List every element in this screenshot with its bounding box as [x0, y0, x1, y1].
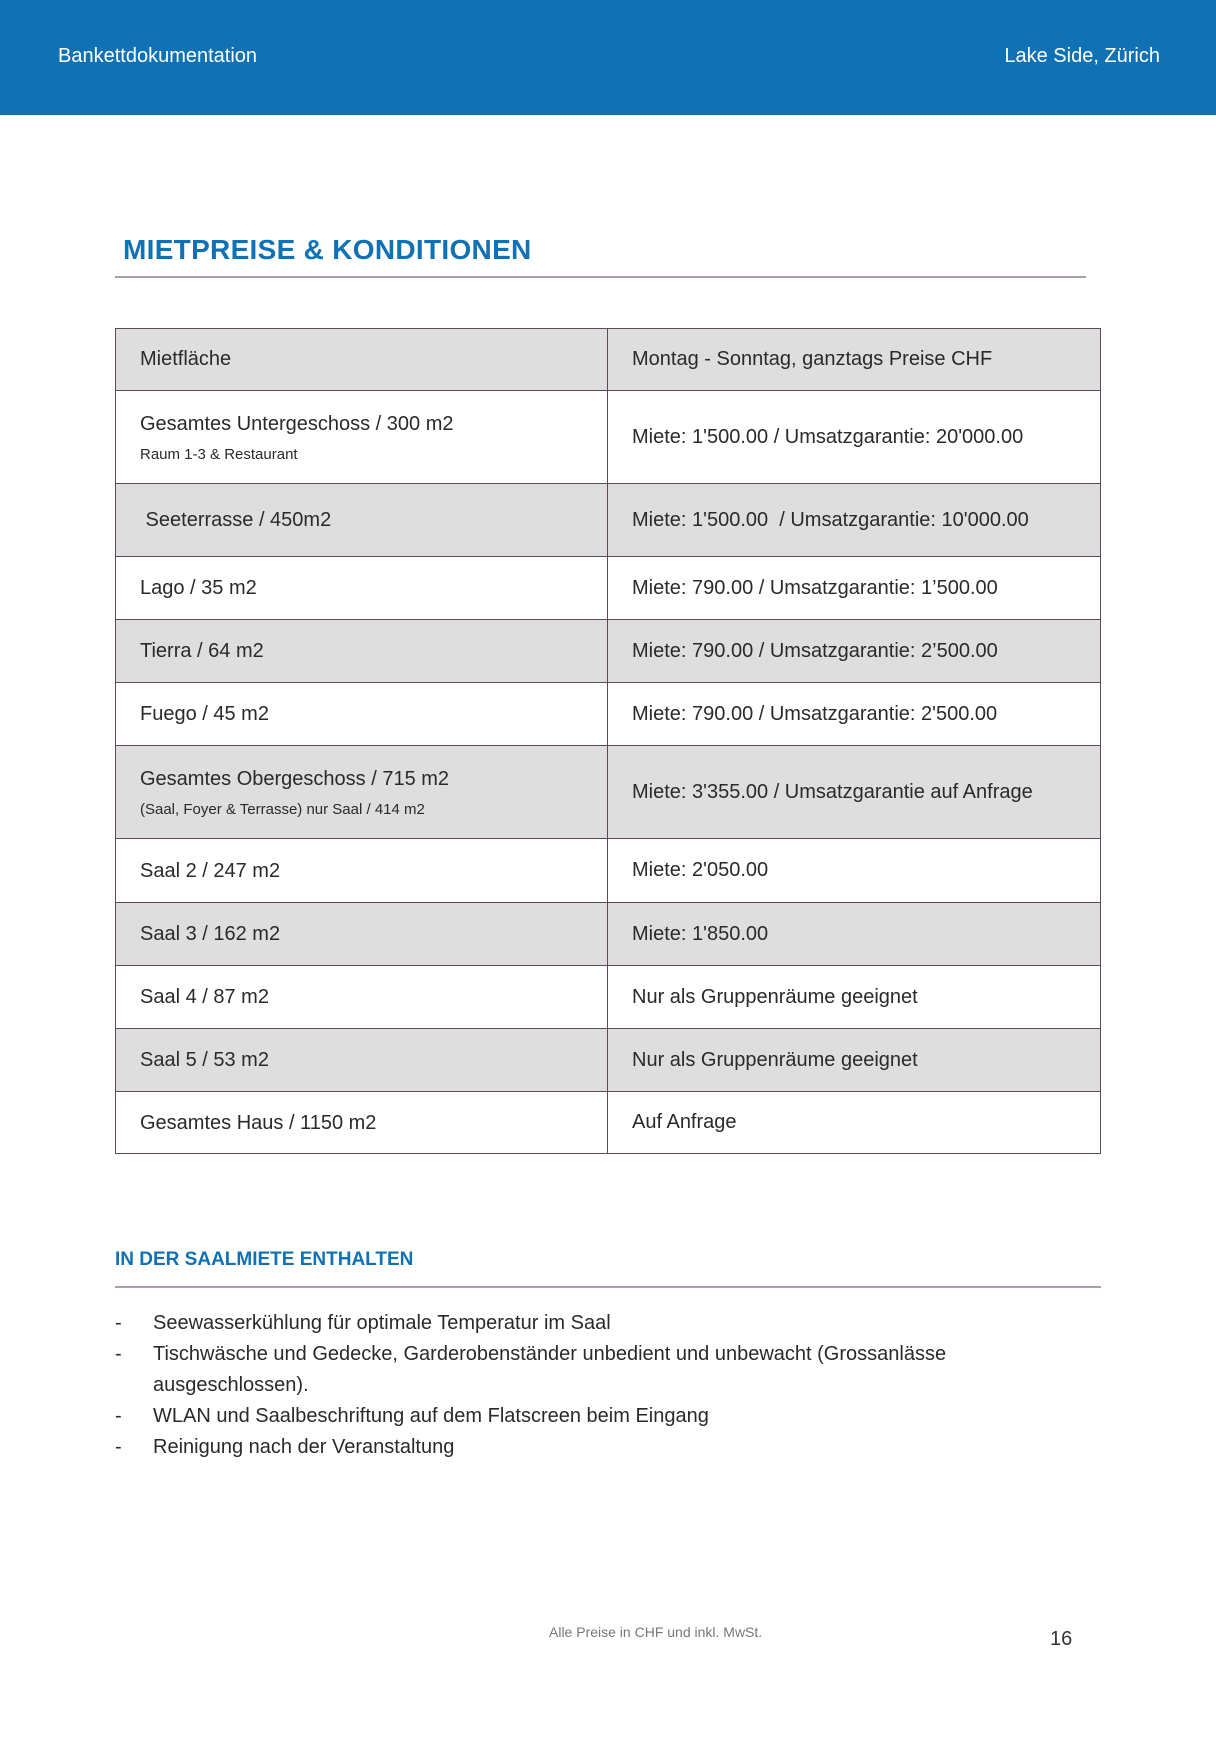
price-cell: Nur als Gruppenräume geeignet — [607, 965, 1101, 1029]
page-header: Bankettdokumentation Lake Side, Zürich — [0, 0, 1216, 115]
list-item-text: WLAN und Saalbeschriftung auf dem Flatsc… — [153, 1405, 709, 1427]
included-divider — [115, 1286, 1101, 1288]
area-cell: Saal 2 / 247 m2 — [115, 838, 608, 903]
table-row: Tierra / 64 m2 Miete: 790.00 / Umsatzgara… — [115, 619, 1101, 683]
column-header-area: Mietfläche — [115, 328, 608, 391]
list-item: - Reinigung nach der Veranstaltung — [115, 1432, 995, 1463]
price-cell: Nur als Gruppenräume geeignet — [607, 1028, 1101, 1092]
area-name: Gesamtes Obergeschoss / 715 m2 — [140, 767, 450, 790]
area-cell: Saal 5 / 53 m2 — [115, 1028, 608, 1092]
table-row: Gesamtes Obergeschoss / 715 m2 (Saal, Foy… — [115, 745, 1101, 839]
area-cell: Saal 4 / 87 m2 — [115, 965, 608, 1029]
price-cell: Miete: 1'850.00 — [607, 902, 1101, 966]
list-item: - WLAN und Saalbeschriftung auf dem Flats… — [115, 1401, 995, 1432]
price-cell: Miete: 1'500.00 / Umsatzgarantie: 10'000… — [607, 483, 1101, 557]
table-header-row: Mietfläche Montag - Sonntag, ganztags Pr… — [115, 328, 1101, 391]
bullet-dash: - — [115, 1343, 122, 1365]
table-row: Saal 3 / 162 m2 Miete: 1'850.00 — [115, 902, 1101, 966]
bullet-dash: - — [115, 1405, 122, 1427]
area-cell: Gesamtes Obergeschoss / 715 m2 (Saal, Foy… — [115, 745, 608, 839]
price-cell: Miete: 3'355.00 / Umsatzgarantie auf Anf… — [607, 745, 1101, 839]
list-item: - Tischwäsche und Gedecke, Garderobenstän… — [115, 1339, 995, 1401]
table-row: Gesamtes Untergeschoss / 300 m2 Raum 1-3 … — [115, 390, 1101, 484]
area-name: Lago / 35 m2 — [140, 577, 257, 599]
included-list: - Seewasserkühlung für optimale Temperatu… — [115, 1308, 995, 1463]
table-row: Saal 5 / 53 m2 Nur als Gruppenräume geeig… — [115, 1028, 1101, 1092]
area-name: Gesamtes Untergeschoss / 300 m2 — [140, 412, 454, 435]
table-row: Lago / 35 m2 Miete: 790.00 / Umsatzgarant… — [115, 556, 1101, 620]
area-cell: Lago / 35 m2 — [115, 556, 608, 620]
price-cell: Miete: 1'500.00 / Umsatzgarantie: 20'000… — [607, 390, 1101, 484]
table-row: Saal 4 / 87 m2 Nur als Gruppenräume geeig… — [115, 965, 1101, 1029]
area-name: Saal 2 / 247 m2 — [140, 859, 281, 882]
area-cell: Saal 3 / 162 m2 — [115, 902, 608, 966]
area-name: Saal 5 / 53 m2 — [140, 1049, 269, 1071]
table-row: Saal 2 / 247 m2 Miete: 2'050.00 — [115, 838, 1101, 903]
list-item-text: Reinigung nach der Veranstaltung — [153, 1436, 455, 1458]
price-cell: Miete: 790.00 / Umsatzgarantie: 1’500.00 — [607, 556, 1101, 620]
area-detail: Raum 1-3 & Restaurant — [140, 445, 298, 463]
area-cell: Fuego / 45 m2 — [115, 682, 608, 746]
header-location: Lake Side, Zürich — [1004, 45, 1160, 67]
included-heading: IN DER SAALMIETE ENTHALTEN — [115, 1249, 414, 1270]
area-name: Gesamtes Haus / 1150 m2 — [140, 1111, 377, 1134]
pricing-table: Mietfläche Montag - Sonntag, ganztags Pr… — [115, 328, 1101, 1154]
page-number: 16 — [1050, 1628, 1073, 1650]
title-divider — [115, 276, 1086, 278]
area-cell: Gesamtes Haus / 1150 m2 — [115, 1091, 608, 1154]
area-cell: Tierra / 64 m2 — [115, 619, 608, 683]
header-document-title: Bankettdokumentation — [58, 45, 258, 67]
page-title: MIETPREISE & KONDITIONEN — [123, 234, 532, 265]
list-item: - Seewasserkühlung für optimale Temperatu… — [115, 1308, 995, 1339]
area-cell: Seeterrasse / 450m2 — [115, 483, 608, 557]
column-header-price: Montag - Sonntag, ganztags Preise CHF — [607, 328, 1101, 391]
list-item-text: Tischwäsche und Gedecke, Garderobenständ… — [153, 1343, 947, 1396]
area-name: Seeterrasse / 450m2 — [140, 509, 332, 531]
price-cell: Miete: 790.00 / Umsatzgarantie: 2'500.00 — [607, 682, 1101, 746]
price-cell: Auf Anfrage — [607, 1091, 1101, 1154]
list-item-text: Seewasserkühlung für optimale Temperatur… — [153, 1312, 611, 1334]
footer-note: Alle Preise in CHF und inkl. MwSt. — [549, 1624, 763, 1640]
price-cell: Miete: 790.00 / Umsatzgarantie: 2’500.00 — [607, 619, 1101, 683]
area-name: Fuego / 45 m2 — [140, 703, 269, 725]
bullet-dash: - — [115, 1436, 122, 1458]
area-name: Saal 3 / 162 m2 — [140, 923, 281, 945]
area-name: Tierra / 64 m2 — [140, 640, 264, 662]
area-cell: Gesamtes Untergeschoss / 300 m2 Raum 1-3 … — [115, 390, 608, 484]
bullet-dash: - — [115, 1312, 122, 1334]
table-row: Seeterrasse / 450m2 Miete: 1'500.00 / Ums… — [115, 483, 1101, 557]
area-detail: (Saal, Foyer & Terrasse) nur Saal / 414 … — [140, 800, 425, 818]
table-row: Gesamtes Haus / 1150 m2 Auf Anfrage — [115, 1091, 1101, 1154]
price-cell: Miete: 2'050.00 — [607, 838, 1101, 903]
table-row: Fuego / 45 m2 Miete: 790.00 / Umsatzgaran… — [115, 682, 1101, 746]
area-name: Saal 4 / 87 m2 — [140, 986, 269, 1008]
